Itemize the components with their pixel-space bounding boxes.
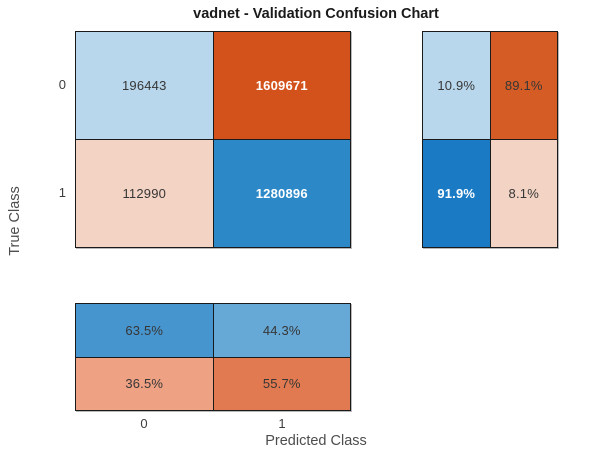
x-tick-1: 1 (278, 416, 286, 431)
column-summary-matrix: 63.5% 44.3% 36.5% 55.7% (75, 303, 351, 411)
y-axis-label: True Class (7, 186, 23, 256)
row-summary-cell-r0c1: 89.1% (490, 32, 557, 139)
chart-title: vadnet - Validation Confusion Chart (193, 6, 439, 22)
column-summary-cell-r0c0: 63.5% (76, 304, 213, 357)
row-summary-matrix: 10.9% 89.1% 91.9% 8.1% (422, 31, 558, 248)
column-summary-cell-r0c1: 44.3% (213, 304, 350, 357)
confusion-cell-r0c0: 196443 (76, 32, 213, 139)
row-summary-cell-r0c0: 10.9% (423, 32, 490, 139)
confusion-matrix: 196443 1609671 112990 1280896 (75, 31, 351, 248)
confusion-cell-r0c1: 1609671 (213, 32, 350, 139)
column-summary-cell-r1c0: 36.5% (76, 357, 213, 410)
x-tick-0: 0 (140, 416, 148, 431)
y-tick-1: 1 (58, 185, 66, 200)
row-summary-cell-r1c0: 91.9% (423, 140, 490, 247)
column-summary-cell-r1c1: 55.7% (213, 357, 350, 410)
x-axis-label: Predicted Class (265, 433, 367, 449)
confusion-cell-r1c1: 1280896 (213, 140, 350, 247)
row-summary-cell-r1c1: 8.1% (490, 140, 557, 247)
y-tick-0: 0 (58, 77, 66, 92)
confusion-cell-r1c0: 112990 (76, 140, 213, 247)
